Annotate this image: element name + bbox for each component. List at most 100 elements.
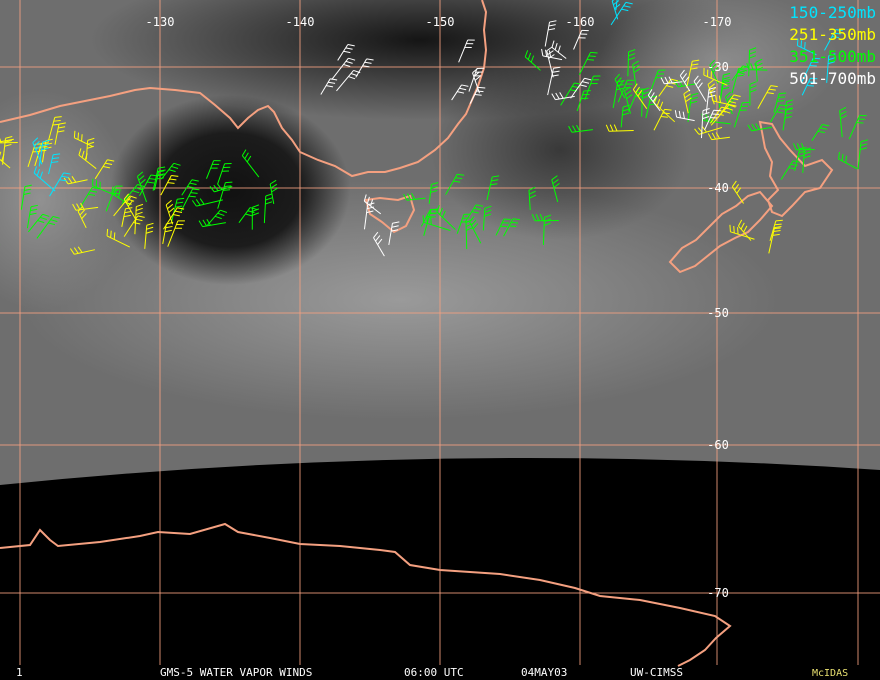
barb-tick [403, 193, 408, 201]
barb-tick [817, 130, 825, 134]
barb-tick [770, 85, 778, 88]
barb-tick [133, 222, 141, 225]
footer-time: 06:00 UTC [404, 666, 464, 679]
barb-tick [87, 141, 95, 145]
barb-tick [797, 154, 805, 157]
barb-tick [362, 65, 370, 68]
barb-shaft [207, 209, 221, 226]
barb-tick [32, 137, 39, 143]
barb-tick [177, 207, 185, 210]
barb-tick [265, 193, 273, 197]
barb-tick [609, 124, 614, 132]
barb-shaft [773, 93, 780, 113]
barb-tick [809, 64, 817, 67]
barb-tick [457, 173, 465, 176]
barb-tick [146, 181, 155, 184]
barb-tick [723, 79, 731, 82]
barb-tick [474, 94, 482, 96]
wind-barb [641, 87, 650, 117]
barb-shaft [196, 199, 223, 207]
barb-tick [472, 223, 479, 230]
wind-barb [838, 152, 858, 170]
barb-tick [59, 179, 67, 182]
wind-barb [165, 200, 175, 225]
wind-barb [578, 51, 598, 75]
barb-tick [691, 92, 699, 96]
barb-shaft [679, 75, 691, 92]
barb-tick [491, 179, 499, 182]
barb-tick [803, 151, 811, 155]
wind-barb [160, 162, 181, 180]
barb-tick [54, 116, 62, 118]
barb-tick [430, 186, 438, 189]
wind-barb [48, 153, 61, 175]
barb-tick [169, 178, 177, 181]
barb-tick [39, 171, 44, 179]
barb-tick [271, 187, 278, 193]
barb-tick [476, 204, 484, 207]
barb-tick [4, 139, 12, 143]
wind-barb [36, 215, 60, 239]
barb-shaft [755, 62, 758, 82]
barb-tick [682, 111, 685, 119]
barb-tick [642, 95, 650, 99]
barb-tick [544, 214, 552, 218]
barb-tick [803, 155, 811, 159]
barb-tick [736, 74, 744, 77]
barb-tick [436, 205, 440, 212]
barb-tick [364, 61, 372, 64]
barb-tick [225, 181, 233, 184]
barb-tick [188, 195, 196, 198]
barb-tick [146, 226, 154, 230]
barb-tick [733, 94, 741, 97]
barb-tick [632, 83, 638, 90]
wind-barb [737, 219, 752, 241]
wind-barb [495, 218, 511, 236]
barb-tick [63, 172, 71, 175]
barb-tick [786, 99, 794, 103]
barb-tick [198, 220, 204, 227]
wind-barb [363, 194, 382, 215]
barb-tick [625, 1, 633, 5]
barb-tick [195, 199, 201, 206]
barb-tick [223, 189, 231, 191]
barb-tick [48, 222, 56, 226]
barb-tick [806, 84, 814, 87]
barb-tick [632, 60, 639, 65]
barb-tick [217, 183, 223, 190]
wind-barb [707, 132, 730, 141]
barb-tick [509, 225, 517, 228]
barb-tick [828, 57, 836, 61]
barb-tick [810, 77, 818, 80]
barb-shaft [584, 75, 594, 100]
barb-tick [774, 226, 782, 229]
barb-tick [187, 185, 195, 189]
barb-tick [650, 92, 655, 99]
barb-shaft [451, 84, 462, 101]
barb-tick [605, 124, 610, 132]
barb-shaft [33, 172, 56, 192]
barb-tick [252, 208, 260, 212]
barb-tick [348, 76, 356, 80]
barb-shaft [136, 176, 147, 203]
barb-shaft [420, 209, 431, 227]
barb-tick [734, 184, 739, 191]
barb-shaft [428, 184, 432, 204]
barb-tick [811, 61, 819, 63]
barb-tick [135, 207, 143, 212]
barb-shaft [67, 179, 88, 185]
wind-barb [445, 173, 465, 195]
wind-barb [717, 94, 741, 119]
barb-tick [439, 207, 443, 215]
barb-shaft [38, 141, 44, 167]
wind-barb [136, 171, 147, 203]
wind-barb [703, 68, 728, 86]
barb-tick [799, 147, 807, 150]
barb-tick [213, 184, 219, 192]
wind-barbs [0, 0, 868, 257]
longitude-label: -140 [286, 15, 315, 29]
barb-tick [839, 110, 847, 116]
barb-shaft [570, 78, 585, 99]
barb-tick [545, 49, 548, 57]
barb-shaft [336, 70, 354, 92]
